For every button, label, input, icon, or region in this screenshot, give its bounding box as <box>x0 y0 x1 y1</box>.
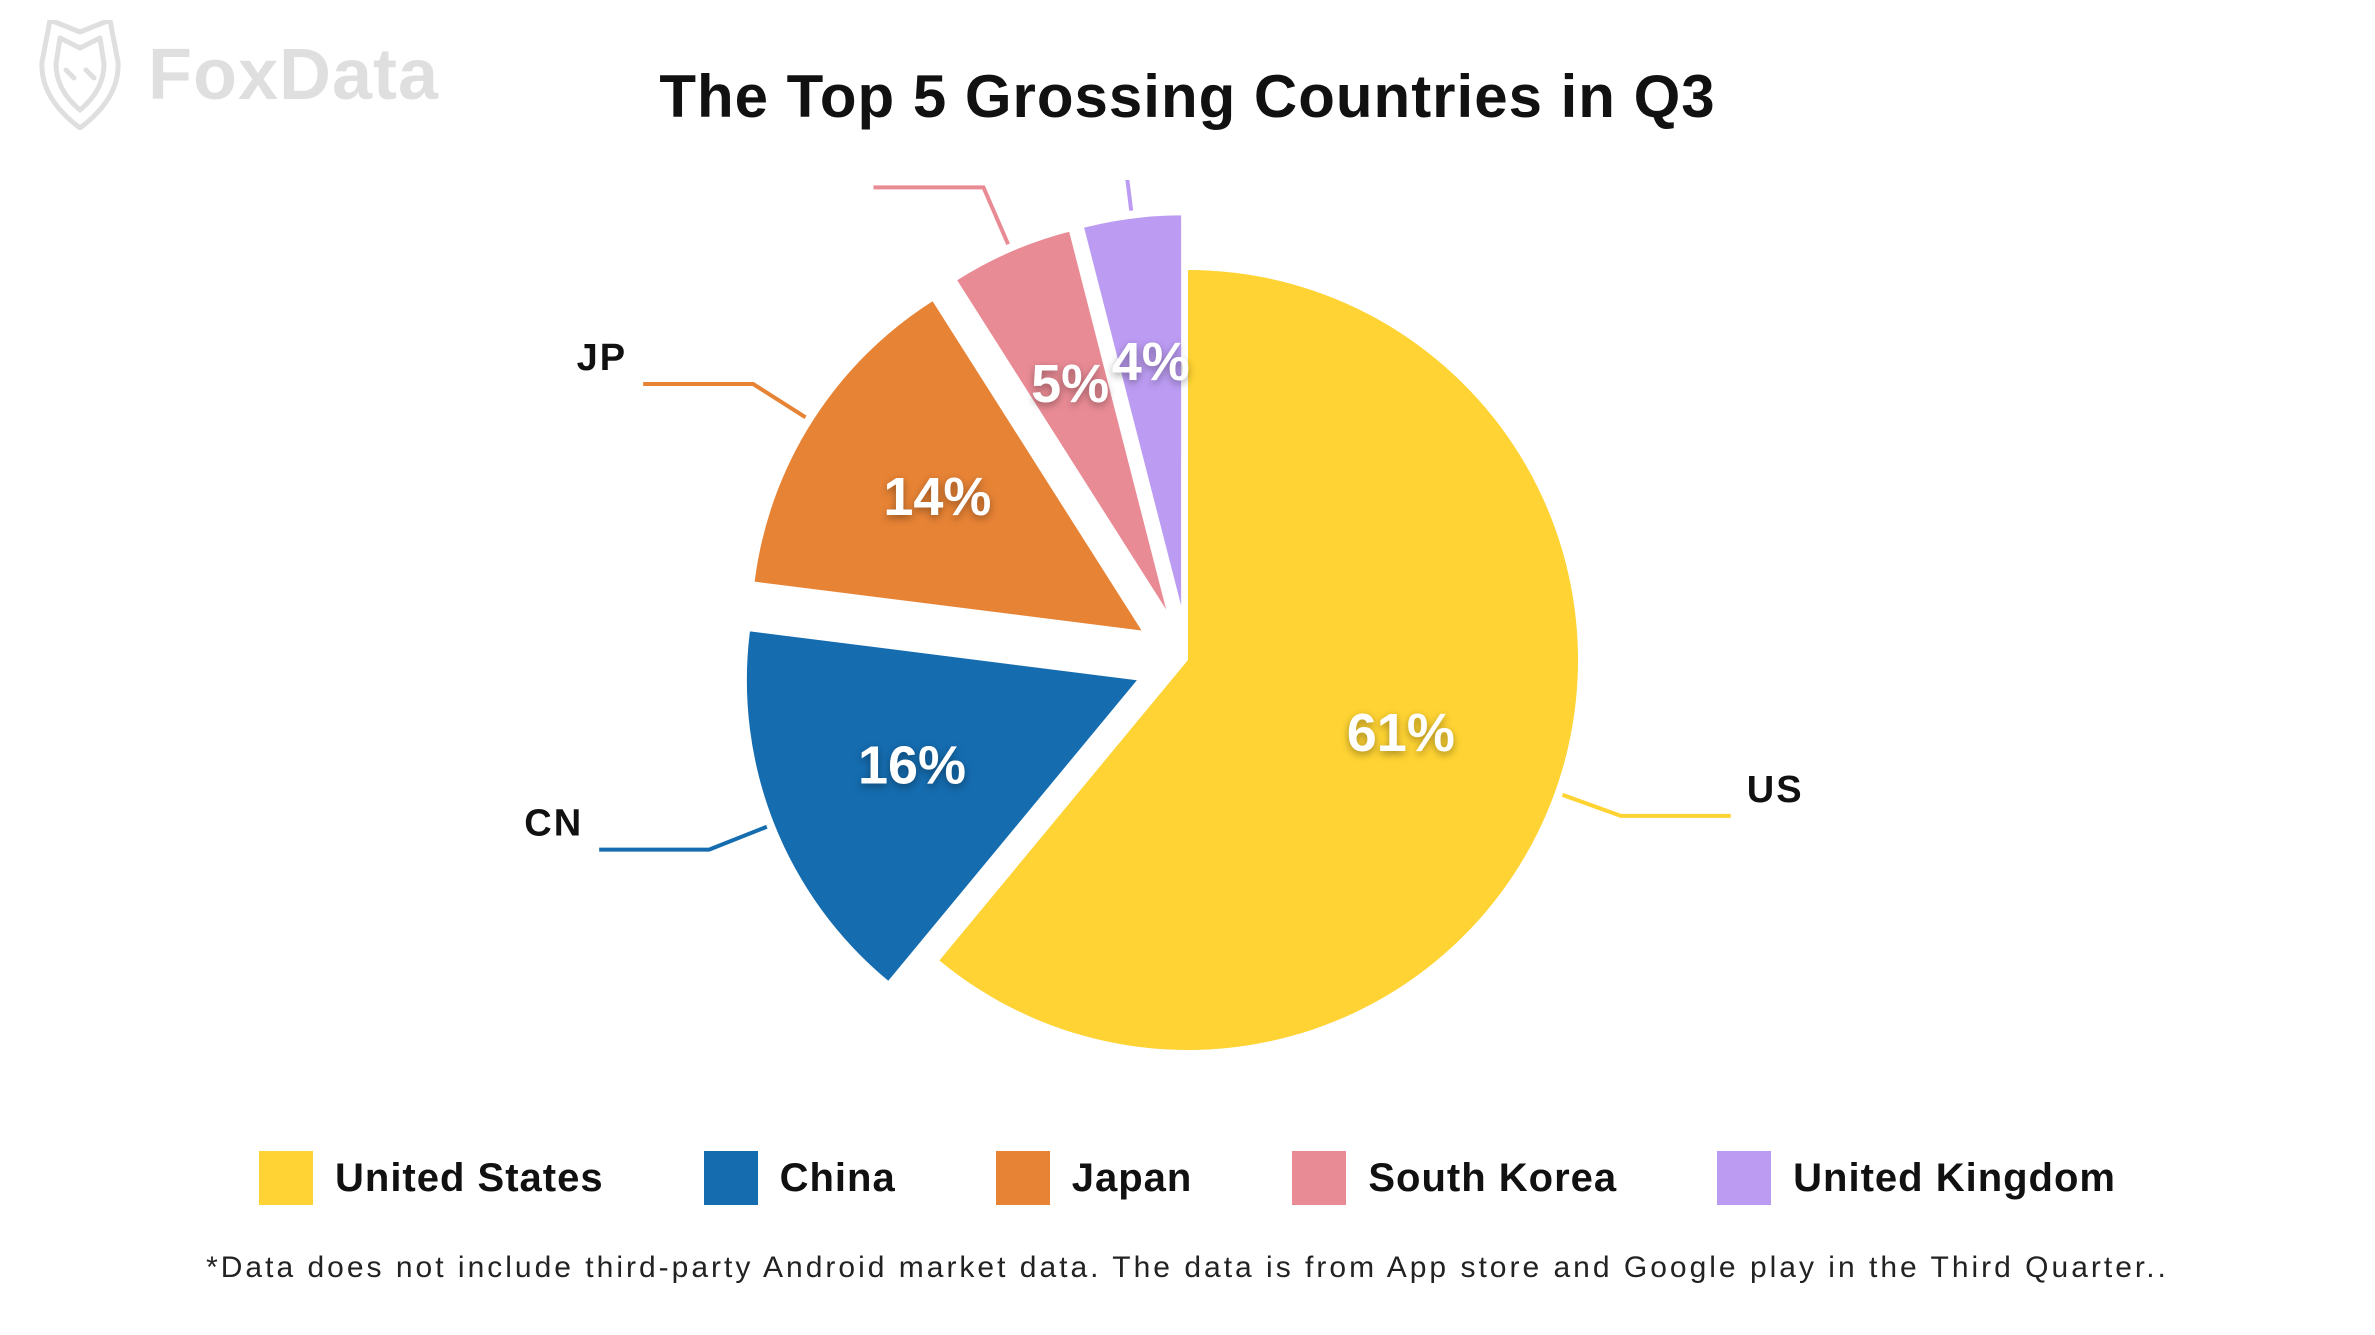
callout-line-us <box>1562 795 1730 816</box>
slice-label-kr: 5% <box>1031 354 1109 414</box>
legend-item: Japan <box>996 1151 1193 1205</box>
legend-item: South Korea <box>1292 1151 1617 1205</box>
legend-label: South Korea <box>1368 1156 1617 1201</box>
callout-line-kr <box>873 187 1008 244</box>
legend-swatch <box>704 1151 758 1205</box>
callout-line-jp <box>643 384 805 417</box>
slice-label-cn: 16% <box>857 736 965 796</box>
legend-label: Japan <box>1072 1156 1193 1201</box>
legend: United States China Japan South Korea United… <box>0 1151 2375 1205</box>
legend-item: United States <box>259 1151 604 1205</box>
callout-text-us: US <box>1746 769 1803 811</box>
legend-swatch <box>996 1151 1050 1205</box>
slice-label-jp: 14% <box>883 467 991 527</box>
legend-item: United Kingdom <box>1717 1151 2116 1205</box>
legend-item: China <box>704 1151 896 1205</box>
legend-label: China <box>780 1156 896 1201</box>
legend-swatch <box>1717 1151 1771 1205</box>
legend-label: United States <box>335 1156 604 1201</box>
footnote: *Data does not include third-party Andro… <box>0 1251 2375 1285</box>
callout-text-kr: KR <box>798 180 857 182</box>
pie-chart: USCNJPKRGB61%16%14%5%4% <box>388 180 1988 1080</box>
callout-text-jp: JP <box>576 337 626 379</box>
callout-line-cn <box>599 827 767 850</box>
slice-label-gb: 4% <box>1111 332 1189 392</box>
legend-swatch <box>1292 1151 1346 1205</box>
slice-label-us: 61% <box>1346 703 1454 763</box>
callout-line-gb <box>1013 180 1131 211</box>
chart-title: The Top 5 Grossing Countries in Q3 <box>0 62 2375 131</box>
legend-swatch <box>259 1151 313 1205</box>
callout-text-cn: CN <box>524 803 583 845</box>
legend-label: United Kingdom <box>1793 1156 2116 1201</box>
